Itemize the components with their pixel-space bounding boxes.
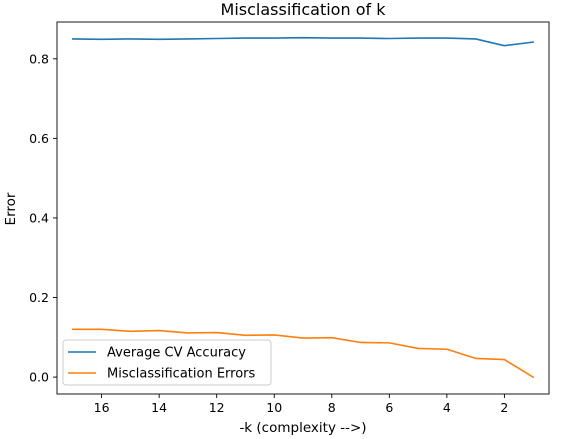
- legend-label-1: Average CV Accuracy: [107, 346, 246, 361]
- legend-label-2: Misclassification Errors: [107, 367, 256, 382]
- axes: 16 14 12 10 8 6 4 2 0.0 0.2 0.4 0.6 0.8: [29, 21, 550, 415]
- x-axis-label: -k (complexity -->): [239, 420, 366, 436]
- x-tick-label: 10: [266, 400, 282, 415]
- x-tick-label: 14: [151, 400, 167, 415]
- x-tick-label: 8: [328, 400, 336, 415]
- x-tick-label: 2: [500, 400, 508, 415]
- axes-frame: [56, 21, 550, 395]
- legend: Average CV Accuracy Misclassification Err…: [62, 339, 272, 386]
- x-tick-label: 16: [94, 400, 110, 415]
- y-axis-label: Error: [3, 192, 19, 225]
- plot-area: [72, 36, 535, 379]
- y-tick-label: 0.0: [29, 370, 49, 385]
- y-tick-label: 0.8: [29, 51, 49, 66]
- y-tick-label: 0.6: [29, 131, 49, 146]
- series-line-2: [72, 328, 535, 379]
- y-tick-label: 0.2: [29, 290, 49, 305]
- series-line-1: [72, 36, 535, 47]
- x-tick-label: 6: [385, 400, 393, 415]
- y-tick-label: 0.4: [29, 210, 49, 225]
- chart-title: Misclassification of k: [221, 0, 387, 19]
- x-tick-label: 4: [443, 400, 451, 415]
- x-tick-label: 12: [209, 400, 225, 415]
- legend-box: [62, 339, 272, 386]
